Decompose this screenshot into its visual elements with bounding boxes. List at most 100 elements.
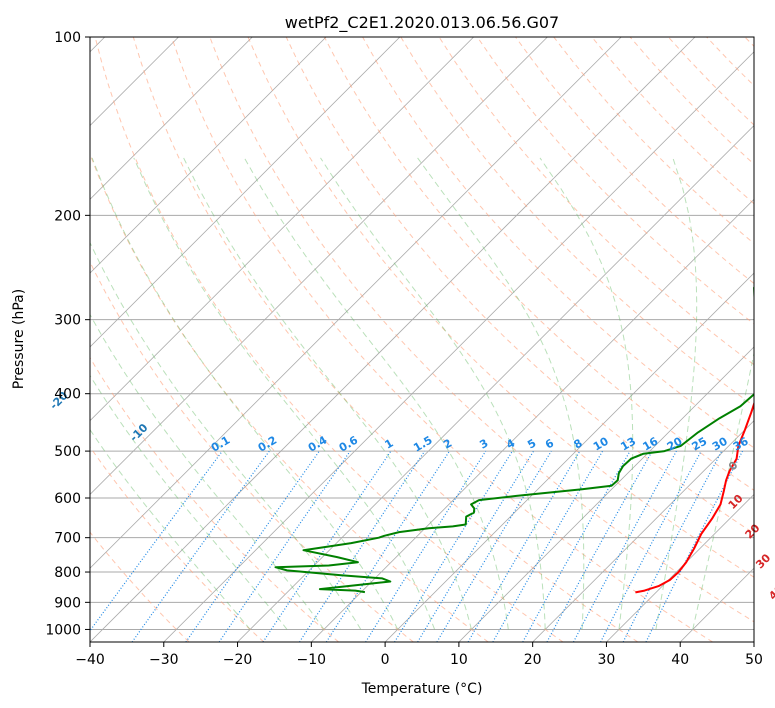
dry-adiabat (94, 37, 564, 642)
plot-frame (89, 36, 755, 643)
isotherm-line (90, 37, 474, 422)
mixing-ratio-line (262, 450, 392, 642)
axis-ticks: −40 −30 −20 −10 0 10 20 30 40 50 100 200 300 400 500 60… (45, 30, 763, 668)
isotherm-line (384, 272, 754, 642)
dry-adiabat (90, 356, 339, 642)
moist-adiabat (133, 157, 436, 630)
mixing-ratio-line (325, 450, 450, 642)
mixing-ratio-label: 1 (383, 437, 396, 452)
dry-adiabat (438, 37, 754, 366)
mixing-ratio-line (436, 450, 552, 642)
x-tick-label: 30 (598, 652, 616, 668)
dry-adiabat (90, 531, 190, 642)
y-tick-label: 100 (54, 30, 81, 46)
isotherm-line (237, 124, 754, 642)
grid-layer (90, 37, 754, 642)
annotation-labels: 0.10.20.40.611.523456810131620253036-100… (47, 389, 775, 603)
y-axis-label: Pressure (hPa) (11, 289, 27, 389)
x-tick-label: 0 (381, 652, 390, 668)
x-tick-label: 10 (450, 652, 468, 668)
y-tick-label: 800 (54, 565, 81, 581)
isotherm-line (90, 37, 622, 569)
mixing-ratio-label: 5 (525, 437, 538, 452)
moist-adiabat (91, 157, 399, 630)
x-tick-label: 40 (671, 652, 689, 668)
y-tick-label: 300 (54, 313, 81, 329)
mixing-ratio-label: 4 (504, 436, 517, 451)
background-lines (90, 37, 754, 642)
y-tick-label: 1000 (45, 622, 81, 638)
dry-adiabat (209, 37, 754, 623)
dry-adiabat (629, 37, 754, 165)
dry-adiabat (400, 37, 754, 407)
isotherm-line (753, 641, 754, 642)
mixing-ratio-line (600, 450, 702, 642)
dry-adiabat (706, 37, 754, 87)
isotherm-line (90, 37, 327, 274)
dry-adiabat (515, 37, 754, 285)
moist-adiabat (539, 157, 634, 630)
dry-adiabat (90, 446, 265, 642)
mixing-ratio-line (417, 450, 535, 642)
y-tick-label: 600 (54, 491, 81, 507)
mixing-ratio-line (467, 450, 581, 642)
mixing-ratio-line (622, 450, 723, 642)
temperature-label: 10 (726, 492, 746, 512)
moist-adiabat (243, 157, 509, 630)
isotherm-line (458, 346, 754, 642)
mixing-ratio-label: 6 (543, 436, 556, 451)
mixing-ratio-label: 2 (441, 437, 454, 452)
isotherm-line (90, 37, 253, 200)
x-tick-label: 20 (524, 652, 542, 668)
temperature-profile (635, 400, 754, 594)
dry-adiabat (476, 37, 754, 325)
moist-adiabat (90, 241, 362, 630)
y-tick-label: 700 (54, 531, 81, 547)
temperature-label: 20 (743, 521, 763, 541)
mixing-ratio-label: 3 (477, 437, 490, 452)
isotherm-line (90, 37, 401, 348)
moist-adiabat (90, 428, 251, 630)
x-tick-label: 50 (745, 652, 763, 668)
dry-adiabat (90, 152, 489, 642)
mixing-ratio-line (90, 450, 223, 632)
isotherm-line (311, 198, 754, 642)
isotherm-line (90, 37, 696, 642)
dry-adiabat (362, 37, 754, 449)
mixing-ratio-line (572, 450, 677, 642)
moist-adiabat (320, 157, 546, 630)
isotherm-line (163, 51, 754, 642)
isotherm-line (532, 420, 754, 642)
dry-adiabat (132, 37, 639, 642)
mixing-ratio-line (299, 450, 426, 642)
y-tick-label: 900 (54, 595, 81, 611)
mixing-ratio-line (546, 450, 653, 642)
dewpoint-profile (274, 285, 754, 594)
x-tick-label: −40 (75, 652, 105, 668)
dry-adiabat (591, 37, 754, 205)
y-tick-label: 500 (54, 444, 81, 460)
x-tick-label: −10 (297, 652, 327, 668)
dry-adiabat (247, 37, 754, 578)
isotherm-line (90, 37, 548, 496)
y-tick-label: 400 (54, 387, 81, 403)
isotherm-line (606, 493, 754, 642)
dry-adiabat (90, 260, 414, 642)
y-tick-label: 200 (54, 208, 81, 224)
series-layer (274, 285, 754, 594)
dry-adiabat (744, 37, 754, 47)
adiabat-label: -10 (127, 421, 150, 444)
x-tick-label: −20 (223, 652, 253, 668)
mixing-ratio-line (394, 450, 513, 642)
x-axis-label: Temperature (°C) (361, 681, 483, 697)
moist-adiabat (183, 157, 472, 630)
mixing-ratio-line (365, 450, 487, 642)
moist-adiabat (90, 374, 288, 630)
temperature-label: 40 (766, 582, 775, 602)
dry-adiabat (171, 37, 713, 642)
dry-adiabat (553, 37, 754, 245)
temperature-label: 30 (753, 551, 773, 571)
moist-adiabat (655, 157, 698, 630)
x-tick-label: −30 (149, 652, 179, 668)
